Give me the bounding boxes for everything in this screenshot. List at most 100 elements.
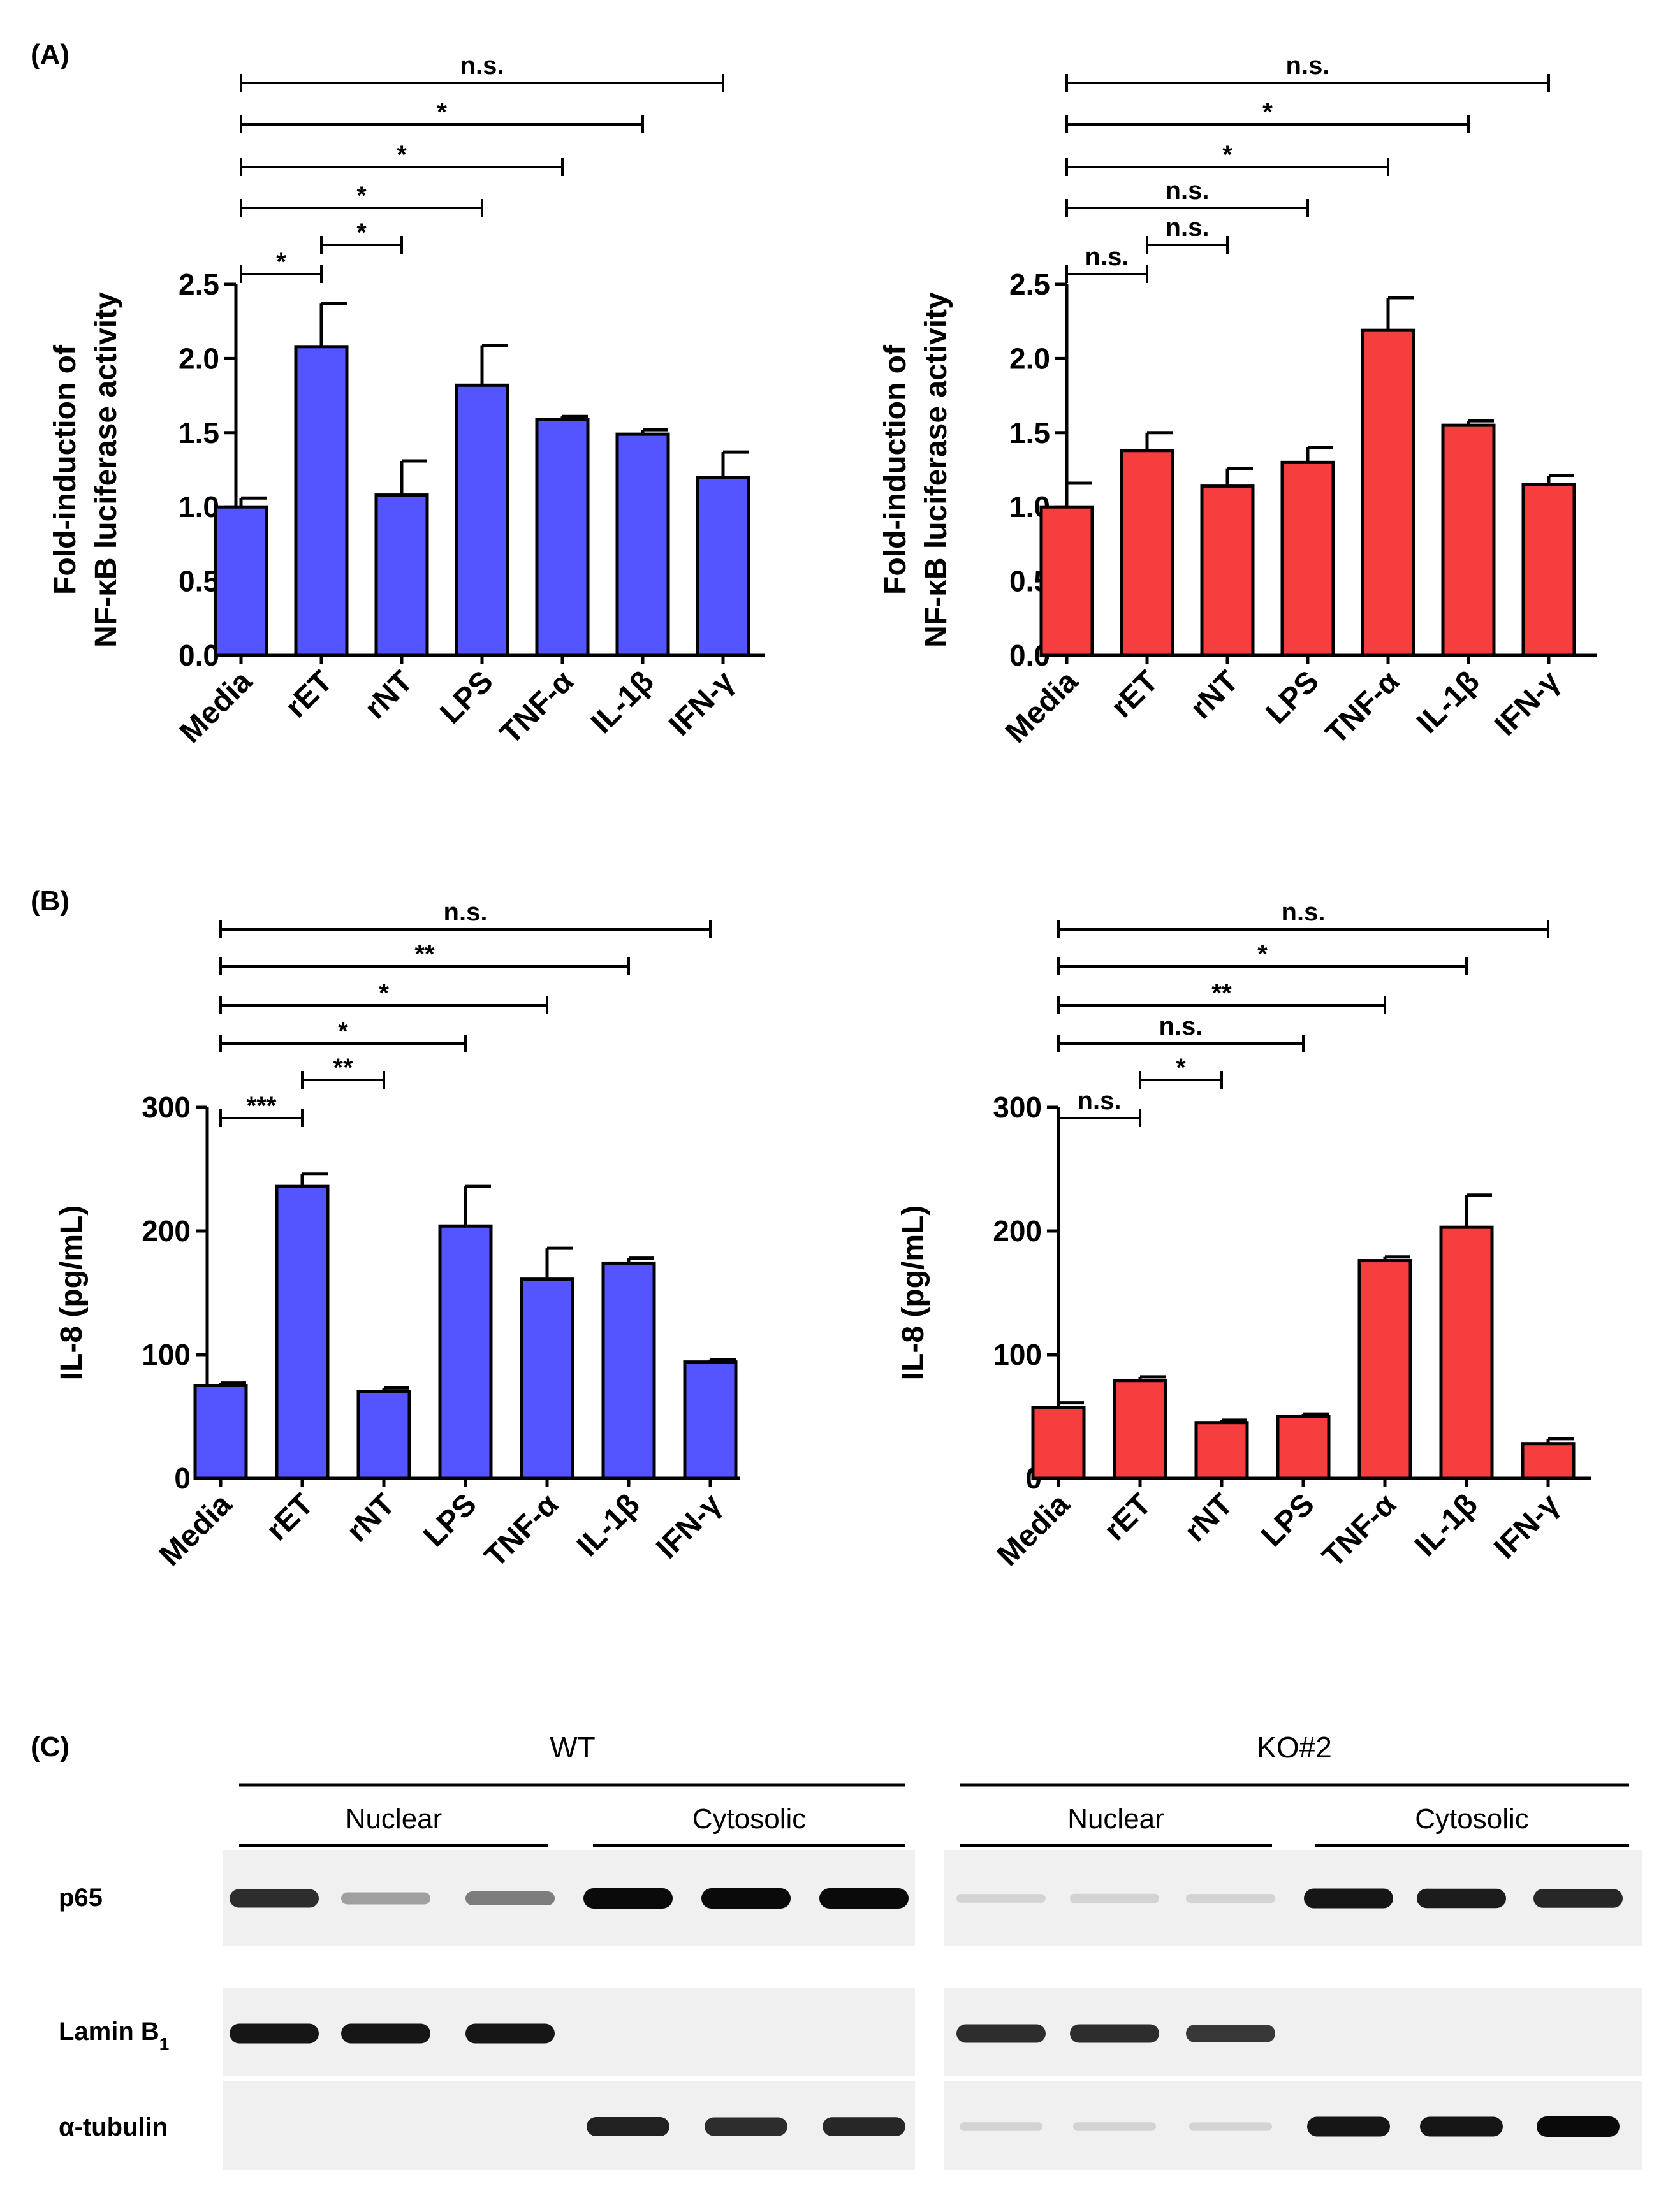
significance-label: * — [1222, 141, 1232, 169]
bar-6 — [696, 476, 750, 657]
panel-label-b: (B) — [31, 885, 69, 917]
y-tick-label: 300 — [993, 1091, 1042, 1124]
blot-band — [956, 1894, 1046, 1903]
significance-bracket: * — [240, 248, 323, 283]
significance-bracket: * — [1065, 141, 1389, 176]
blot-band — [819, 1888, 909, 1909]
western-blot-panel: WTNuclearrETrNTMediaCytosolicrETrNTMedia… — [59, 1731, 1642, 2170]
significance-label: * — [1262, 98, 1273, 126]
y-tick-label: 200 — [993, 1214, 1042, 1248]
blot-group-label: WT — [550, 1731, 596, 1764]
blot-membrane — [944, 2081, 1642, 2170]
significance-label: n.s. — [1166, 177, 1210, 205]
blot-band — [1189, 2122, 1272, 2131]
bar-2 — [1200, 484, 1255, 657]
significance-label: ** — [1211, 979, 1232, 1007]
blot-fraction-label: Cytosolic — [692, 1803, 807, 1835]
blot-membrane — [944, 1988, 1642, 2076]
significance-bracket: * — [219, 1017, 467, 1052]
bar-3 — [1280, 460, 1335, 657]
bar-3 — [455, 383, 509, 657]
bar-6 — [1521, 1442, 1576, 1480]
bar-2 — [1194, 1421, 1249, 1480]
y-tick-label: 2.0 — [179, 342, 219, 375]
bar-1 — [275, 1184, 330, 1480]
bar-0 — [1039, 505, 1094, 657]
blot-band — [1186, 1894, 1275, 1903]
significance-bracket: n.s. — [219, 898, 712, 938]
significance-bracket: n.s. — [1065, 243, 1148, 283]
significance-label: * — [1257, 940, 1268, 968]
significance-label: * — [356, 182, 367, 210]
blot-band — [1304, 1888, 1393, 1909]
significance-bracket: n.s. — [1057, 1012, 1305, 1052]
y-tick-label: 1.0 — [179, 490, 219, 523]
blot-row-label-subscript: 1 — [159, 2034, 170, 2054]
blot-membrane — [223, 1850, 915, 1946]
blot-band — [1417, 1888, 1506, 1909]
bar-1 — [294, 345, 349, 657]
blot-membrane — [223, 1988, 915, 2076]
significance-bracket: * — [1139, 1054, 1223, 1089]
blot-band — [823, 2117, 905, 2136]
y-axis-label: NF-κB luciferase activity — [89, 292, 123, 648]
significance-label: n.s. — [460, 52, 504, 80]
significance-label: n.s. — [1085, 243, 1129, 271]
bar-5 — [1441, 423, 1496, 657]
significance-bracket: ** — [301, 1054, 385, 1089]
significance-bracket: *** — [219, 1092, 304, 1127]
blot-fraction-label: Nuclear — [346, 1803, 443, 1835]
y-tick-label: 1.5 — [1009, 416, 1050, 449]
blot-band — [1537, 2116, 1620, 2137]
bar-5 — [615, 432, 670, 657]
y-axis-label: IL-8 (pg/mL) — [896, 1205, 930, 1381]
bar-2 — [374, 493, 429, 657]
significance-label: ** — [333, 1054, 353, 1082]
significance-label: n.s. — [1166, 214, 1210, 242]
significance-bracket: * — [1057, 940, 1468, 975]
significance-label: n.s. — [1159, 1012, 1203, 1040]
bar-4 — [535, 418, 590, 657]
blot-band — [1070, 2024, 1159, 2043]
bar-5 — [1439, 1225, 1494, 1480]
significance-label: n.s. — [1078, 1087, 1122, 1115]
blot-band — [230, 1889, 319, 1908]
y-tick-label: 2.0 — [1009, 342, 1050, 375]
significance-bracket: n.s. — [1057, 898, 1549, 938]
significance-bracket: * — [240, 182, 483, 217]
significance-label: n.s. — [1282, 898, 1326, 926]
blot-fraction-label: Cytosolic — [1415, 1803, 1529, 1835]
y-tick-label: 0.5 — [179, 565, 219, 598]
significance-bracket: n.s. — [240, 52, 724, 92]
significance-bracket: * — [240, 98, 644, 133]
significance-bracket: ** — [1057, 979, 1386, 1014]
significance-label: n.s. — [1286, 52, 1330, 80]
blot-band — [341, 2023, 430, 2044]
significance-label: *** — [247, 1092, 277, 1120]
blot-band — [1307, 2116, 1390, 2137]
blot-band — [341, 1892, 430, 1905]
blot-band — [960, 2122, 1042, 2131]
bar-2 — [356, 1390, 411, 1480]
blot-membrane — [223, 2081, 915, 2170]
chart-a-wt-nfkb: 0.0 0.5 1.0 1.5 2.0 2.5 Fold-induction of NF-κB… — [48, 52, 765, 751]
blot-band — [1186, 2025, 1275, 2042]
bar-6 — [1521, 483, 1576, 657]
significance-bracket: n.s. — [1146, 214, 1229, 254]
significance-label: * — [437, 98, 447, 126]
bar-5 — [601, 1261, 656, 1480]
significance-bracket: n.s. — [1057, 1087, 1141, 1127]
bar-6 — [683, 1360, 738, 1480]
blot-band — [230, 2023, 319, 2044]
y-tick-label: 1.5 — [179, 416, 219, 449]
bar-4 — [520, 1277, 574, 1480]
significance-label: * — [276, 248, 286, 276]
significance-bracket: ** — [219, 940, 630, 975]
y-tick-label: 200 — [142, 1214, 191, 1248]
blot-row-label: α-tubulin — [59, 2113, 168, 2141]
significance-label: ** — [414, 940, 435, 968]
significance-label: * — [379, 979, 389, 1007]
blot-band — [701, 1888, 791, 1909]
blot-membrane — [944, 1850, 1642, 1946]
